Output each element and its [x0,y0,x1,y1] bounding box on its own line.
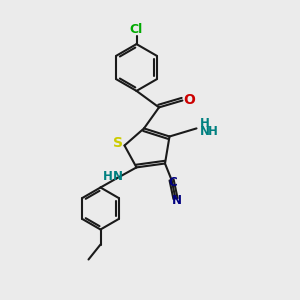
Text: N: N [113,169,123,183]
Text: H: H [103,169,112,183]
Text: S: S [113,136,123,150]
Text: Cl: Cl [130,22,143,36]
Text: C: C [169,176,178,190]
Text: H: H [200,116,210,130]
Text: O: O [183,94,195,107]
Text: N: N [200,125,210,138]
Text: H: H [208,125,218,138]
Text: N: N [172,194,182,208]
